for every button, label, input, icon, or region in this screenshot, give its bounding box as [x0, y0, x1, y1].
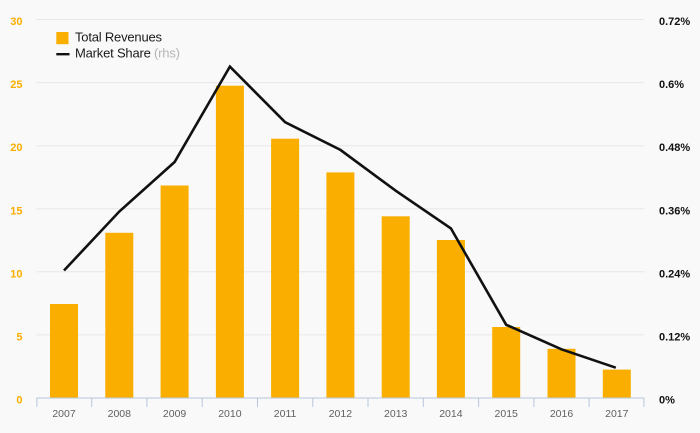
svg-text:15: 15: [10, 205, 22, 217]
svg-text:0.36%: 0.36%: [659, 205, 690, 217]
svg-text:2015: 2015: [495, 408, 519, 420]
svg-text:Market Share (rhs): Market Share (rhs): [75, 45, 180, 60]
svg-text:0: 0: [16, 395, 22, 407]
svg-text:2012: 2012: [329, 408, 353, 420]
svg-text:2016: 2016: [550, 408, 574, 420]
svg-text:Total Revenues: Total Revenues: [75, 29, 163, 44]
svg-text:2008: 2008: [108, 408, 132, 420]
svg-text:0.12%: 0.12%: [659, 331, 690, 343]
svg-text:2014: 2014: [439, 408, 463, 420]
svg-text:2009: 2009: [163, 408, 187, 420]
svg-text:0%: 0%: [659, 395, 675, 407]
svg-text:2011: 2011: [274, 408, 297, 420]
svg-text:0.6%: 0.6%: [659, 79, 684, 91]
svg-text:30: 30: [10, 16, 22, 28]
svg-text:2017: 2017: [605, 408, 629, 420]
svg-text:0.24%: 0.24%: [659, 268, 690, 280]
svg-text:10: 10: [10, 268, 22, 280]
svg-text:25: 25: [10, 79, 22, 91]
svg-text:2010: 2010: [218, 408, 242, 420]
svg-text:0.48%: 0.48%: [659, 142, 690, 154]
svg-text:20: 20: [10, 142, 22, 154]
svg-text:2007: 2007: [52, 408, 76, 420]
svg-text:2013: 2013: [384, 408, 408, 420]
svg-text:5: 5: [16, 331, 22, 343]
svg-text:0.72%: 0.72%: [659, 16, 690, 28]
